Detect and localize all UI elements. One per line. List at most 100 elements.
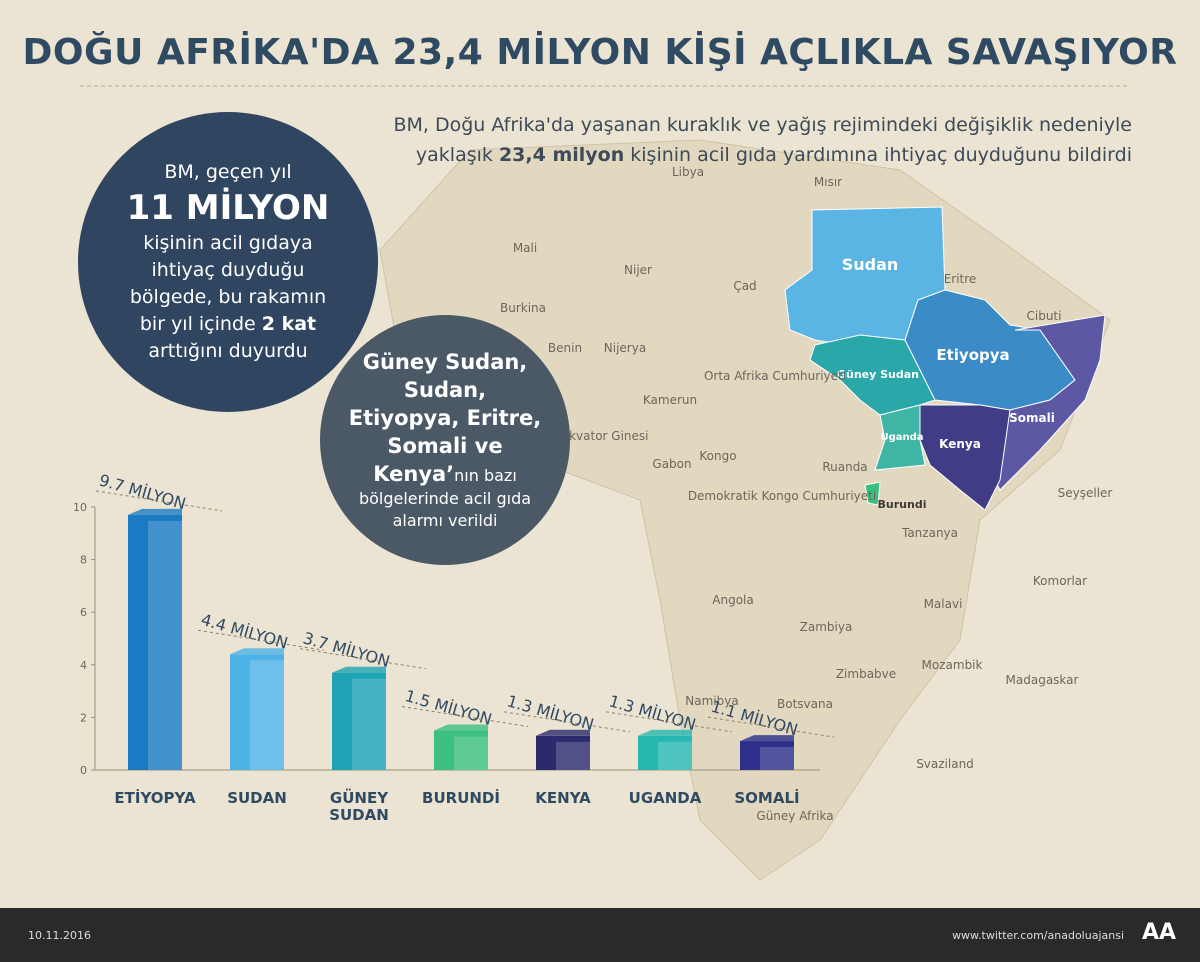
bar-face	[250, 660, 284, 770]
map-label: Sudan	[842, 255, 899, 274]
map-label: Zambiya	[800, 620, 853, 634]
circle-text: arttığını duyurdu	[148, 340, 308, 362]
circle-text: kişinin acil gıdaya ihtiyaç duyduğu bölg…	[129, 232, 327, 335]
map-label: Ekvator Ginesi	[562, 429, 649, 443]
subtitle-text: kişinin acil gıda yardımına ihtiyaç duyd…	[624, 144, 1132, 166]
bar-face	[454, 736, 488, 770]
circle-text: nın bazı bölgelerinde acil gıda alarmı v…	[358, 466, 532, 530]
circle-highlight: Güney Sudan, Sudan, Etiyopya, Eritre, So…	[348, 350, 542, 486]
x-tick-label: ETİYOPYA	[114, 788, 196, 807]
circle-text: kişinin acil gıdaya ihtiyaç duyduğu bölg…	[122, 230, 334, 365]
x-tick-label: SUDAN	[227, 789, 287, 807]
value-label: 1.3 MİLYON	[505, 691, 596, 734]
y-tick-label: 4	[80, 659, 87, 672]
bar-top	[536, 729, 590, 736]
y-tick-label: 0	[80, 764, 87, 777]
info-circle: BM, geçen yıl 11 MİLYON kişinin acil gıd…	[78, 112, 378, 412]
country-uganda	[874, 404, 926, 471]
y-tick-label: 2	[80, 711, 87, 724]
title: DOĞU AFRİKA'DA 23,4 MİLYON KİŞİ AÇLIKLA …	[22, 32, 1178, 73]
map-label: Demokratik Kongo Cumhuriyeti	[688, 489, 876, 503]
map-label: Somali	[1009, 411, 1055, 425]
map-label: Güney Afrika	[756, 809, 833, 823]
bar-face	[658, 741, 692, 770]
map-label: Mozambik	[922, 658, 983, 672]
bar	[332, 672, 386, 770]
map	[784, 206, 1106, 511]
value-label: 9.7 MİLYON	[97, 470, 188, 513]
map-label: Malavi	[924, 597, 963, 611]
value-label: 3.7 MİLYON	[301, 628, 392, 671]
bar-top	[128, 508, 182, 515]
map-label: Benin	[548, 341, 582, 355]
bar-top	[332, 666, 386, 673]
bar	[740, 741, 794, 770]
map-label: Nijerya	[604, 341, 646, 355]
bar	[230, 654, 284, 770]
x-tick-label: KENYA	[535, 789, 591, 807]
map-label: Kamerun	[643, 393, 697, 407]
bar	[638, 735, 692, 770]
map-label: Zimbabve	[836, 667, 896, 681]
country-kenya	[919, 404, 1011, 511]
bar-face	[148, 520, 182, 770]
map-label: Svaziland	[916, 757, 974, 771]
map-label: Angola	[712, 593, 753, 607]
map-label: Mısır	[814, 175, 842, 189]
map-label: Komorlar	[1033, 574, 1087, 588]
bar	[434, 730, 488, 770]
y-tick-label: 8	[80, 554, 87, 567]
map-label: Kongo	[699, 449, 736, 463]
footer: 10.11.2016 www.twitter.com/anadoluajansi…	[0, 908, 1200, 962]
map-label: Burundi	[878, 498, 927, 511]
map-label: Ruanda	[822, 460, 867, 474]
circle-highlight: 2 kat	[261, 313, 317, 335]
subtitle: BM, Doğu Afrika'da yaşanan kuraklık ve y…	[312, 110, 1132, 170]
map-label: Burkina	[500, 301, 546, 315]
map-label: Mali	[513, 241, 537, 255]
value-label: 1.5 MİLYON	[403, 686, 494, 729]
map-label: Uganda	[880, 432, 923, 443]
circle-figure: 11 MİLYON	[126, 188, 330, 228]
subtitle-text: BM, Doğu Afrika'da yaşanan kuraklık ve y…	[393, 114, 1132, 166]
y-tick-label: 6	[80, 606, 87, 619]
map-label: Namibya	[685, 694, 738, 708]
date: 10.11.2016	[28, 929, 91, 942]
x-tick-label: GÜNEY SUDAN	[329, 788, 389, 824]
bar-face	[352, 678, 386, 770]
map-label: Cibuti	[1027, 309, 1062, 323]
subtitle-highlight: 23,4 milyon	[498, 144, 625, 166]
map-label: Tanzanya	[901, 526, 958, 540]
map-label: Kenya	[939, 437, 981, 451]
map-label: Seyşeller	[1058, 486, 1113, 500]
map-label: Madagaskar	[1006, 673, 1079, 687]
map-label: Etiyopya	[936, 346, 1009, 364]
x-tick-label: UGANDA	[629, 789, 702, 807]
bar-face	[760, 747, 794, 770]
map-label: Libya	[672, 165, 704, 179]
x-tick-label: BURUNDİ	[422, 788, 500, 807]
map-label: Çad	[733, 279, 756, 293]
bar-face	[556, 741, 590, 770]
bar-top	[434, 724, 488, 731]
bar-top	[230, 648, 284, 655]
map-label: Botsvana	[777, 697, 833, 711]
country-burundi	[864, 481, 881, 506]
map-label: Nijer	[624, 263, 652, 277]
y-tick-label: 10	[73, 501, 87, 514]
circle-text: Güney Sudan, Sudan, Etiyopya, Eritre, So…	[346, 348, 544, 532]
map-label: Eritre	[944, 272, 977, 286]
bar-top	[740, 735, 794, 742]
bar-top	[638, 729, 692, 736]
bar	[128, 514, 182, 770]
circle-text: BM, geçen yıl	[164, 161, 292, 183]
x-tick-label: SOMALİ	[734, 788, 799, 807]
map-label: Orta Afrika Cumhuriyeti	[704, 369, 846, 383]
value-label: 4.4 MİLYON	[199, 610, 290, 653]
alert-circle: Güney Sudan, Sudan, Etiyopya, Eritre, So…	[320, 315, 570, 565]
map-label: Güney Sudan	[837, 368, 919, 381]
logo: AA	[1141, 920, 1176, 945]
link: www.twitter.com/anadoluajansi	[952, 929, 1124, 942]
